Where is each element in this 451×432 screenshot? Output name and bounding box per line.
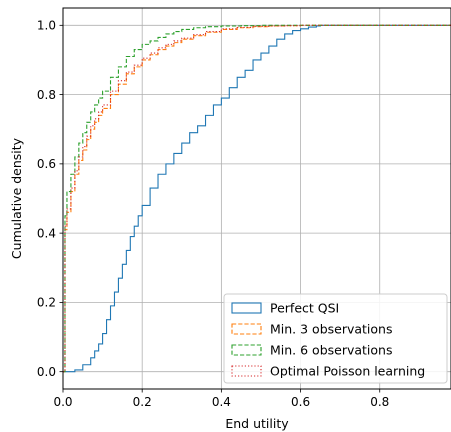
series-line-perfect-qsi [63,24,451,373]
legend-swatch [231,302,262,314]
x-tick-label: 0.2 [133,395,152,409]
legend-box [223,293,448,384]
series-line-min-3-observations [63,24,451,373]
x-tick-label: 0.6 [291,395,310,409]
y-tick-label: 0.4 [37,226,56,240]
legend-swatch [231,344,262,356]
y-tick-label: 0.0 [37,365,56,379]
plot-frame [62,7,451,390]
legend-label: Min. 6 observations [270,343,393,358]
legend: Perfect QSI Min. 3 observations Min. 6 obs… [223,293,448,384]
y-tick-label: 0.6 [37,157,56,171]
legend-entry: Min. 3 observations [231,322,393,337]
legend-entry: Perfect QSI [231,301,339,316]
legend-label: Min. 3 observations [270,322,393,337]
y-tick-label: 1.0 [37,19,56,33]
series-lines [63,24,451,373]
legend-label: Perfect QSI [270,301,339,316]
y-tick-label: 0.2 [37,296,56,310]
series-line-min-6-observations [63,24,451,373]
x-tick-label: 0.4 [212,395,231,409]
x-tick-label: 0.8 [370,395,389,409]
axis-ticks: 0.0 0.2 0.4 0.6 0.8 0.0 0.2 0.4 0.6 0.8 1.0 [37,19,389,409]
legend-entry: Optimal Poisson learning [231,364,425,379]
x-tick-label: 0.0 [53,395,72,409]
series-line-optimal-poisson-learning [63,24,451,373]
y-axis-label: Cumulative density [9,137,24,259]
y-tick-label: 0.8 [37,88,56,102]
legend-entry: Min. 6 observations [231,343,393,358]
x-axis-label: End utility [225,416,289,431]
legend-swatch [231,323,262,335]
legend-label: Optimal Poisson learning [270,364,425,379]
